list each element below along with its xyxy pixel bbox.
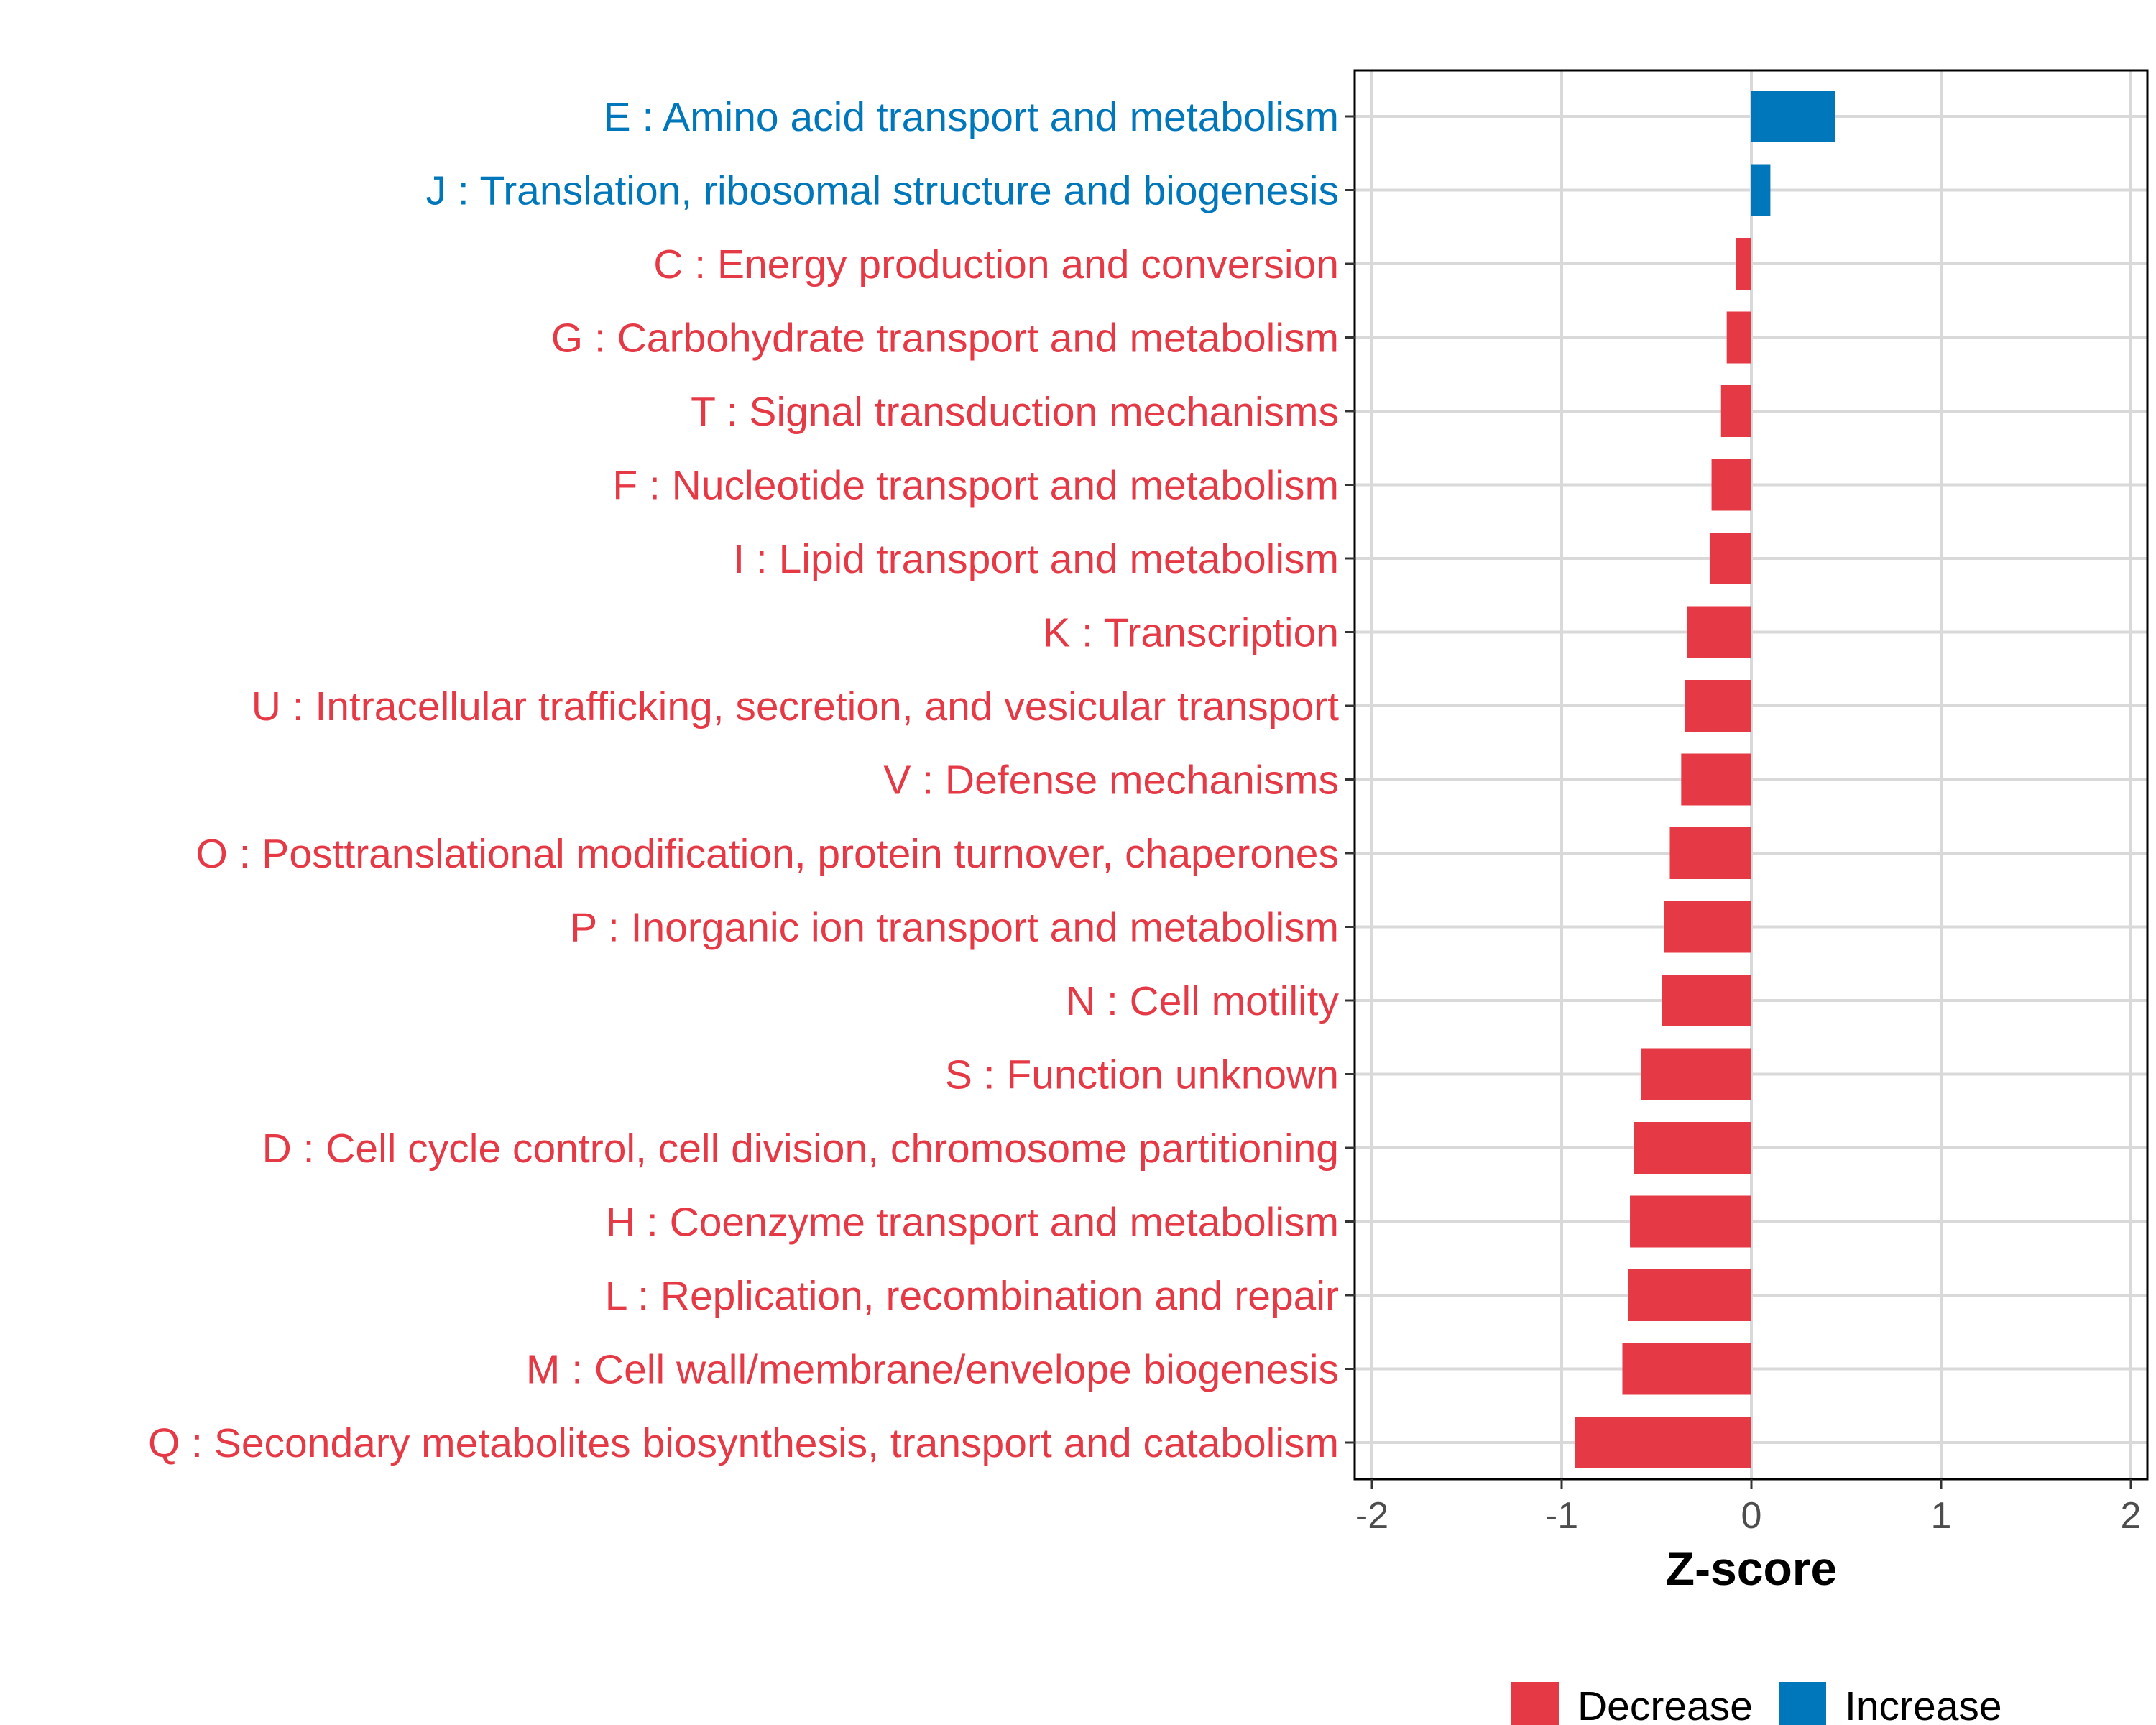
bar-t (1720, 385, 1751, 437)
category-label: G : Carbohydrate transport and metabolis… (551, 316, 1339, 362)
bar-k (1687, 606, 1751, 658)
category-label: T : Signal transduction mechanisms (691, 389, 1339, 435)
bar-e (1751, 91, 1835, 142)
legend-swatch-decrease (1511, 1682, 1559, 1725)
category-label: C : Energy production and conversion (653, 242, 1339, 288)
category-label: N : Cell motility (1066, 978, 1340, 1024)
legend-swatch-increase (1779, 1682, 1826, 1725)
category-label: K : Transcription (1043, 610, 1339, 656)
category-label: L : Replication, recombination and repai… (605, 1273, 1339, 1319)
legend-label-decrease: Decrease (1577, 1683, 1753, 1725)
x-tick-label: 1 (1931, 1495, 1952, 1537)
legend-label-increase: Increase (1845, 1683, 2002, 1725)
bar-j (1751, 164, 1771, 216)
category-label: D : Cell cycle control, cell division, c… (262, 1126, 1339, 1172)
bar-f (1711, 459, 1751, 511)
legend: Decrease Increase (1511, 1682, 2002, 1725)
y-axis-ticks (1345, 115, 1355, 1444)
bar-n (1662, 975, 1751, 1026)
category-label: J : Translation, ribosomal structure and… (426, 168, 1339, 214)
category-label: O : Posttranslational modification, prot… (195, 831, 1339, 877)
x-tick-label: 2 (2121, 1495, 2142, 1537)
bar-m (1622, 1343, 1751, 1395)
bar-u (1685, 680, 1751, 732)
x-axis-title: Z-score (1666, 1542, 1837, 1595)
category-label: S : Function unknown (945, 1052, 1339, 1098)
category-label: V : Defense mechanisms (883, 758, 1339, 804)
bar-c (1736, 238, 1751, 290)
category-label: H : Coenzyme transport and metabolism (606, 1200, 1339, 1246)
bar-o (1669, 827, 1751, 879)
bar-h (1630, 1195, 1751, 1248)
bar-d (1634, 1122, 1751, 1174)
bar-q (1575, 1417, 1751, 1468)
x-tick-label: -2 (1355, 1495, 1388, 1537)
category-labels: E : Amino acid transport and metabolism J… (148, 94, 1340, 1466)
bar-g (1726, 311, 1751, 364)
bar-p (1664, 901, 1751, 953)
category-label: E : Amino acid transport and metabolism (604, 94, 1339, 140)
bar-v (1681, 753, 1751, 806)
bar-l (1628, 1269, 1751, 1321)
x-tick-label: -1 (1545, 1495, 1578, 1537)
category-label: P : Inorganic ion transport and metaboli… (570, 905, 1339, 951)
x-tick-label: 0 (1741, 1495, 1762, 1537)
x-axis-ticks: -2 -1 0 1 2 (1355, 1479, 2142, 1537)
category-label: U : Intracellular trafficking, secretion… (252, 684, 1339, 730)
bar-s (1641, 1048, 1751, 1100)
category-label: F : Nucleotide transport and metabolism (612, 463, 1339, 509)
category-label: Q : Secondary metabolites biosynthesis, … (148, 1420, 1339, 1466)
bars (1575, 91, 1835, 1468)
category-label: M : Cell wall/membrane/envelope biogenes… (526, 1347, 1339, 1393)
category-label: I : Lipid transport and metabolism (733, 536, 1339, 582)
bar-i (1709, 533, 1751, 584)
